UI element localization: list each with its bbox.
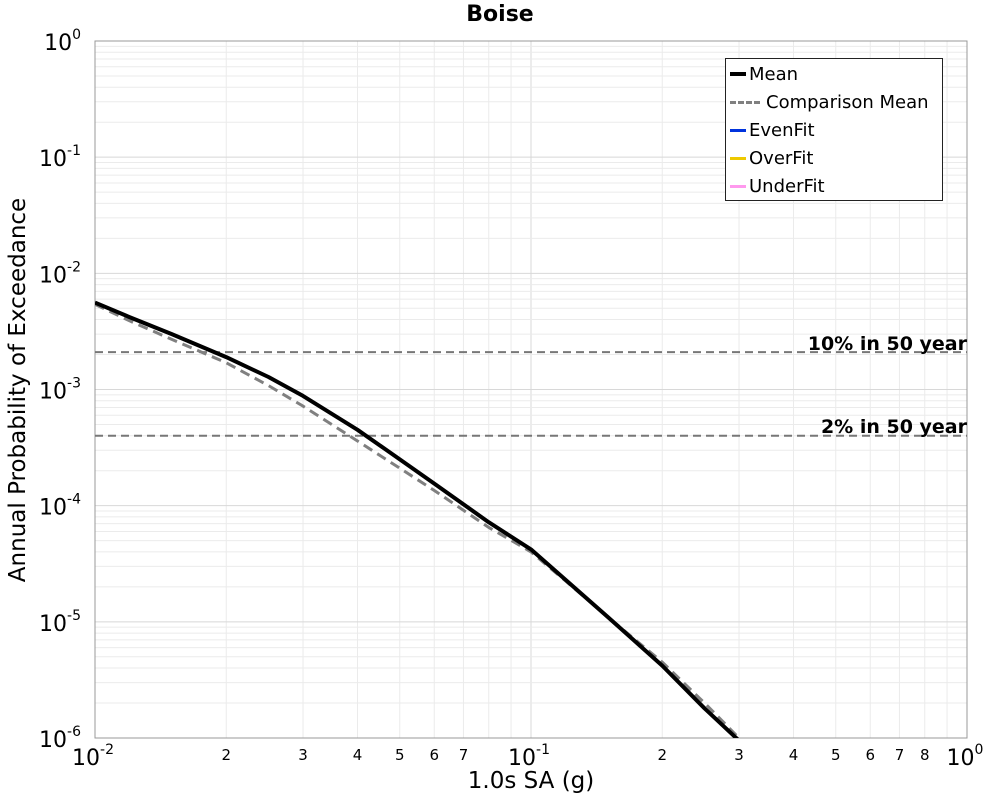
legend-item-underfit: UnderFit xyxy=(730,175,825,197)
x-minor-tick-label: 7 xyxy=(459,746,469,764)
chart-title: Boise xyxy=(466,2,534,27)
legend-label-overfit: OverFit xyxy=(749,147,814,169)
x-tick-label: 10-2 xyxy=(72,742,114,771)
series-line-comparison-mean xyxy=(95,303,741,738)
y-tick-label: 10-5 xyxy=(39,608,81,637)
legend-swatch-evenfit xyxy=(730,128,746,132)
x-minor-tick-label: 7 xyxy=(895,746,905,764)
legend-swatch-mean xyxy=(730,72,746,76)
series-line-mean xyxy=(95,300,740,738)
x-tick-label: 10-1 xyxy=(508,742,550,771)
x-minor-tick-label: 4 xyxy=(353,746,363,764)
x-minor-tick-label: 3 xyxy=(734,746,744,764)
legend-label-evenfit: EvenFit xyxy=(749,119,815,141)
y-tick-label: 100 xyxy=(44,27,81,56)
legend-item-evenfit: EvenFit xyxy=(730,119,815,141)
x-minor-tick-label: 8 xyxy=(920,746,930,764)
legend-swatch-comparison-mean xyxy=(730,100,760,104)
legend-item-mean: Mean xyxy=(730,63,798,85)
x-tick-label: 100 xyxy=(947,742,984,771)
plot-border xyxy=(94,40,968,739)
x-minor-tick-label: 3 xyxy=(298,746,308,764)
y-tick-label: 10-1 xyxy=(39,143,81,172)
legend-item-comparison-mean: Comparison Mean xyxy=(730,91,929,113)
chart-legend: Mean Comparison Mean EvenFit OverFit Und… xyxy=(725,58,943,201)
y-tick-label: 10-2 xyxy=(39,259,81,288)
legend-item-overfit: OverFit xyxy=(730,147,813,169)
x-minor-tick-label: 2 xyxy=(657,746,667,764)
x-minor-tick-label: 6 xyxy=(430,746,440,764)
legend-label-underfit: UnderFit xyxy=(749,175,825,197)
legend-swatch-overfit xyxy=(730,156,746,160)
x-minor-tick-label: 4 xyxy=(789,746,799,764)
x-minor-tick-label: 5 xyxy=(831,746,841,764)
y-tick-label: 10-4 xyxy=(39,492,81,521)
x-minor-tick-label: 5 xyxy=(395,746,405,764)
legend-label-mean: Mean xyxy=(749,63,799,85)
legend-label-comparison-mean: Comparison Mean xyxy=(766,91,929,113)
x-axis-label: 1.0s SA (g) xyxy=(467,768,595,794)
x-minor-tick-label: 2 xyxy=(221,746,231,764)
y-axis-label: Annual Probability of Exceedance xyxy=(5,197,31,583)
reference-label-2pct: 2% in 50 year xyxy=(820,416,967,438)
reference-label-10pct: 10% in 50 year xyxy=(807,333,967,355)
legend-swatch-underfit xyxy=(730,184,746,188)
y-tick-label: 10-3 xyxy=(39,376,81,405)
x-minor-tick-label: 6 xyxy=(866,746,876,764)
y-tick-label: 10-6 xyxy=(39,724,81,753)
